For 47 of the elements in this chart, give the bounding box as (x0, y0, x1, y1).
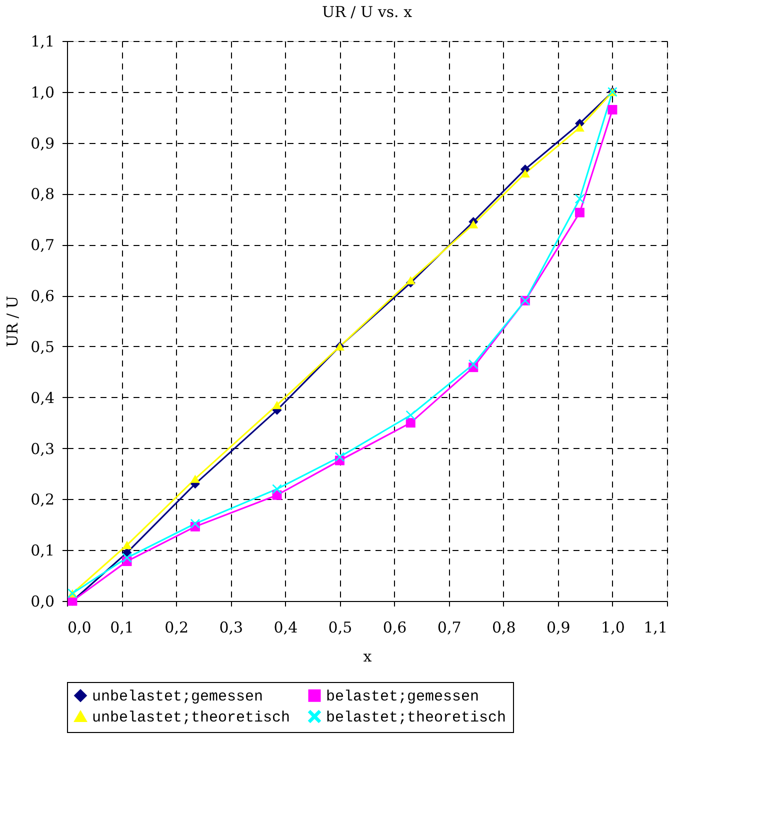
y-tick-label: 0,3 (30, 440, 54, 458)
y-tick-label: 0,5 (30, 338, 54, 356)
y-tick-label: 0,4 (30, 388, 54, 407)
y-tick-label: 1,0 (30, 83, 54, 102)
x-tick-label: 0,3 (219, 618, 244, 636)
x-tick-label: 0,5 (328, 618, 352, 636)
y-tick-label: 0,9 (30, 134, 54, 152)
x-tick-label: 1,1 (644, 618, 668, 636)
x-tick-label: 0,7 (437, 618, 462, 636)
point (574, 194, 584, 204)
point (574, 208, 584, 218)
y-tick-label: 0,2 (30, 490, 54, 509)
point (190, 474, 200, 483)
y-axis-title: UR / U (4, 296, 22, 348)
x-tick-label: 0,1 (110, 618, 134, 636)
point (574, 123, 584, 132)
point (468, 220, 478, 228)
y-tick-label: 1,1 (30, 32, 54, 50)
point (122, 540, 132, 550)
y-tick-label: 0,8 (30, 185, 54, 204)
legend-label: belastet;theoretisch (326, 710, 506, 726)
point (406, 418, 416, 428)
x-tick-label: 0,9 (546, 618, 570, 636)
y-tick-label: 0,6 (30, 287, 54, 306)
point (122, 552, 132, 562)
x-tick-label: 0,2 (164, 618, 189, 636)
x-tick-label: 0,8 (492, 618, 516, 636)
point (608, 104, 618, 114)
point (406, 410, 416, 420)
point (406, 276, 416, 284)
x-tick-label: 0,0 (68, 618, 92, 636)
x-tick-label: 0,4 (274, 618, 298, 636)
point (190, 518, 200, 528)
y-tick-label: 0,0 (30, 592, 54, 610)
y-tick-label: 0,7 (30, 236, 54, 254)
point (468, 360, 478, 370)
chart-title: UR / U vs. x (322, 3, 413, 21)
y-tick-label: 0,1 (30, 542, 54, 560)
x-tick-label: 0,6 (382, 618, 407, 636)
legend-label: belastet;gemessen (326, 688, 480, 706)
x-tick-label: 1,0 (601, 618, 625, 636)
point (520, 169, 530, 178)
legend-label: unbelastet;gemessen (92, 688, 264, 706)
point (334, 452, 344, 462)
x-axis-title: x (363, 648, 372, 666)
point (272, 400, 282, 410)
legend-label: unbelastet;theoretisch (92, 710, 290, 726)
